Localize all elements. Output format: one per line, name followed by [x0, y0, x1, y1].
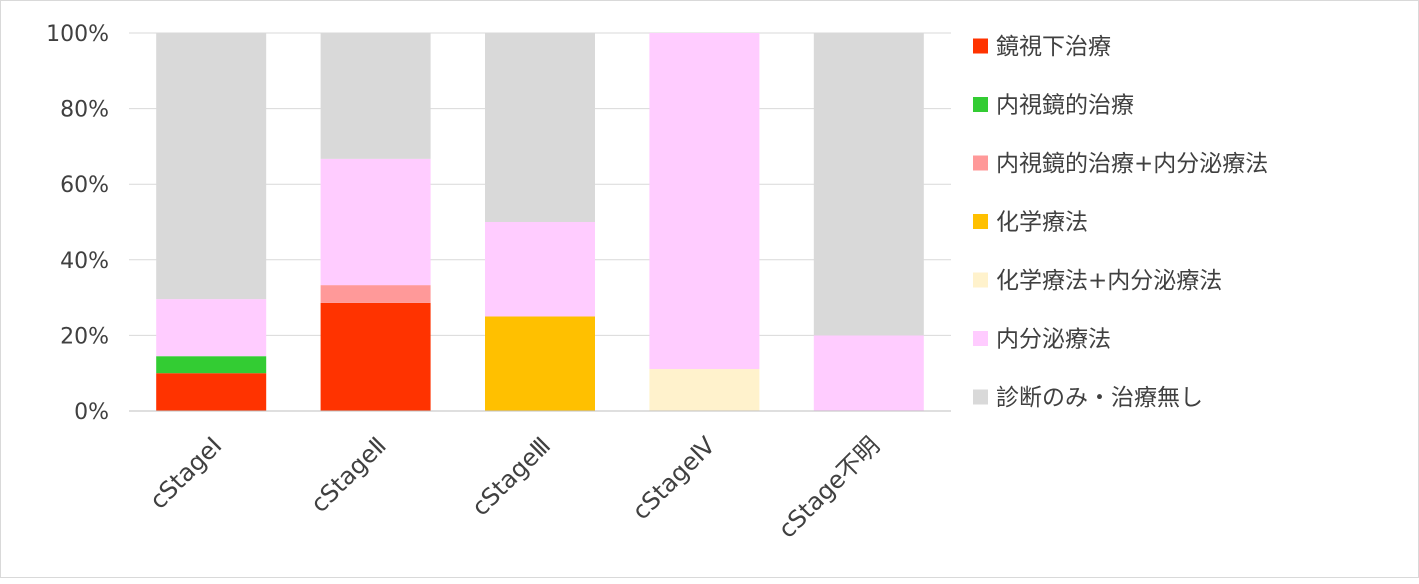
- y-tick-label: 100%: [46, 22, 109, 47]
- bar-segment: [649, 369, 760, 411]
- x-axis: cStageⅠ cStageⅡ cStageⅢ cStageⅣ cStage不明: [144, 431, 885, 543]
- y-tick-label: 0%: [74, 400, 109, 425]
- x-tick-label: cStageⅠ: [144, 431, 227, 514]
- bar-segment: [320, 33, 431, 159]
- y-axis: 0% 20% 40% 60% 80% 100%: [46, 22, 109, 425]
- legend-swatch: [973, 272, 988, 288]
- bar-segment: [156, 356, 267, 374]
- legend-label: 内視鏡的治療+内分泌療法: [996, 151, 1268, 177]
- legend-swatch: [973, 155, 988, 171]
- bar-segment: [156, 299, 267, 357]
- bar-segment: [320, 302, 431, 411]
- legend-swatch: [973, 38, 988, 54]
- legend-label: 診断のみ・治療無し: [996, 385, 1203, 411]
- legend-label: 化学療法+内分泌療法: [996, 268, 1222, 294]
- bar-segment: [649, 33, 760, 370]
- legend-swatch: [973, 389, 988, 405]
- x-tick-label: cStageⅢ: [466, 431, 556, 521]
- bar-segment: [320, 285, 431, 303]
- legend-label: 内視鏡的治療: [996, 93, 1134, 119]
- legend-swatch: [973, 214, 988, 229]
- x-tick-label: cStageⅡ: [305, 431, 392, 518]
- legend-label: 鏡視下治療: [996, 34, 1111, 60]
- y-tick-label: 20%: [60, 324, 109, 349]
- legend-label: 化学療法: [996, 210, 1088, 236]
- y-tick-label: 40%: [60, 249, 109, 274]
- bar-segment: [485, 316, 595, 411]
- bar-segment: [485, 33, 595, 222]
- bar-segment: [320, 158, 431, 286]
- x-tick-label: cStage不明: [773, 431, 885, 543]
- bar-segment: [156, 33, 267, 300]
- bar-segment: [813, 33, 924, 336]
- legend-label: 内分泌療法: [996, 327, 1111, 353]
- y-tick-label: 80%: [60, 98, 109, 123]
- bar-segment: [813, 335, 924, 411]
- y-tick-label: 60%: [60, 173, 109, 198]
- legend-swatch: [973, 97, 988, 112]
- legend-swatch: [973, 331, 988, 346]
- bars: [156, 33, 924, 411]
- bar-segment: [485, 222, 595, 317]
- bar-segment: [156, 373, 267, 411]
- x-tick-label: cStageⅣ: [627, 431, 721, 525]
- legend: 鏡視下治療内視鏡的治療内視鏡的治療+内分泌療法化学療法化学療法+内分泌療法内分泌…: [973, 34, 1268, 411]
